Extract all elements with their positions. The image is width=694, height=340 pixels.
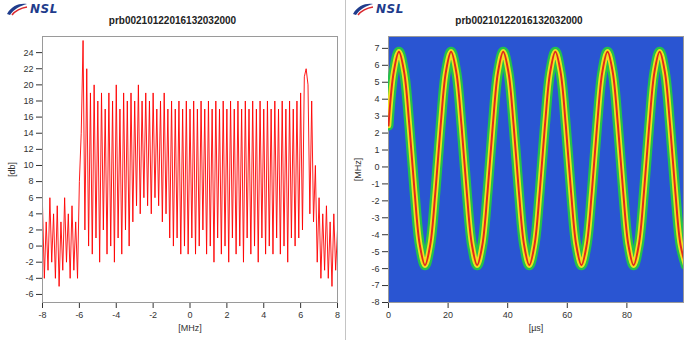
svg-text:-6: -6	[371, 263, 379, 273]
svg-text:6: 6	[374, 60, 379, 70]
svg-text:12: 12	[23, 144, 33, 154]
svg-text:-6: -6	[25, 289, 33, 299]
svg-text:[db]: [db]	[7, 162, 17, 177]
html-text:prb00210122016132032000: prb00210122016132032000	[455, 15, 583, 26]
svg-text:18: 18	[23, 96, 33, 106]
svg-text:6: 6	[298, 310, 303, 320]
svg-text:[MHz]: [MHz]	[178, 323, 202, 333]
svg-text:-6: -6	[75, 310, 83, 320]
svg-text:20: 20	[23, 80, 33, 90]
svg-text:-5: -5	[371, 247, 379, 257]
svg-text:-2: -2	[25, 257, 33, 267]
svg-text:0: 0	[28, 241, 33, 251]
svg-text:80: 80	[622, 310, 632, 320]
svg-text:5: 5	[374, 77, 379, 87]
svg-text:10: 10	[23, 160, 33, 170]
svg-text:4: 4	[28, 209, 33, 219]
svg-text:-2: -2	[371, 196, 379, 206]
svg-text:7: 7	[374, 43, 379, 53]
svg-text:0: 0	[374, 162, 379, 172]
html-text:NSL: NSL	[376, 2, 404, 16]
svg-text:-4: -4	[25, 273, 33, 283]
svg-text:4: 4	[374, 94, 379, 104]
svg-text:-4: -4	[112, 310, 120, 320]
svg-text:6: 6	[28, 193, 33, 203]
svg-text:-7: -7	[371, 280, 379, 290]
svg-text:[MHz]: [MHz]	[353, 158, 363, 182]
svg-text:60: 60	[562, 310, 572, 320]
svg-text:22: 22	[23, 64, 33, 74]
svg-text:8: 8	[335, 310, 340, 320]
svg-text:-8: -8	[371, 297, 379, 307]
svg-text:24: 24	[23, 48, 33, 58]
svg-text:16: 16	[23, 112, 33, 122]
svg-text:-1: -1	[371, 179, 379, 189]
svg-text:-4: -4	[371, 230, 379, 240]
svg-text:-2: -2	[149, 310, 157, 320]
svg-text:[µs]: [µs]	[529, 323, 544, 333]
svg-text:0: 0	[386, 310, 391, 320]
svg-text:2: 2	[224, 310, 229, 320]
svg-text:3: 3	[374, 111, 379, 121]
svg-text:-3: -3	[371, 213, 379, 223]
svg-text:-8: -8	[38, 310, 46, 320]
svg-text:0: 0	[187, 310, 192, 320]
html-text:NSL: NSL	[30, 2, 58, 16]
svg-text:2: 2	[374, 128, 379, 138]
svg-text:20: 20	[443, 310, 453, 320]
svg-text:2: 2	[28, 225, 33, 235]
svg-text:4: 4	[261, 310, 266, 320]
svg-text:8: 8	[28, 176, 33, 186]
svg-text:1: 1	[374, 145, 379, 155]
svg-text:40: 40	[503, 310, 513, 320]
svg-text:14: 14	[23, 128, 33, 138]
html-text:prb00210122016132032000: prb00210122016132032000	[108, 15, 237, 26]
